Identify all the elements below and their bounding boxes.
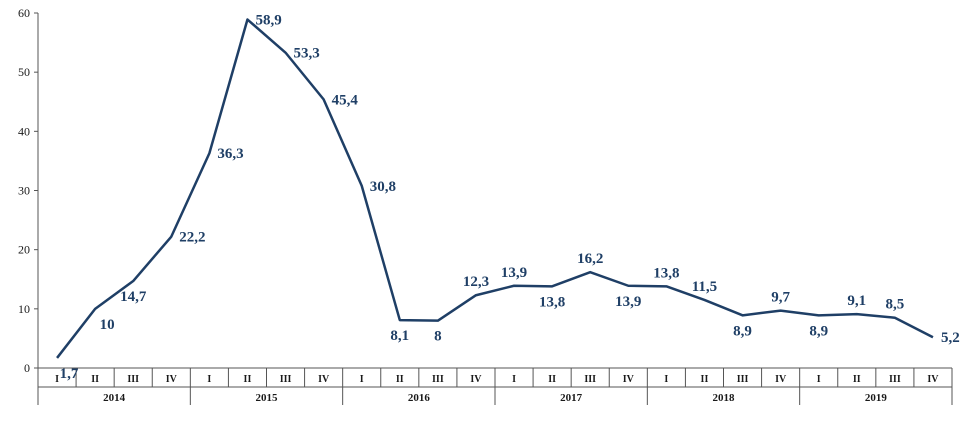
data-label: 53,3 bbox=[294, 46, 320, 62]
x-tick-label-quarter: III bbox=[584, 374, 596, 385]
data-label: 22,2 bbox=[179, 230, 205, 246]
data-label: 16,2 bbox=[577, 251, 603, 267]
x-tick-label-quarter: II bbox=[396, 374, 404, 385]
x-tick-label-year: 2019 bbox=[865, 392, 888, 404]
x-tick-label-quarter: I bbox=[207, 374, 211, 385]
x-tick-label-year: 2016 bbox=[408, 392, 431, 404]
x-tick-label-quarter: III bbox=[432, 374, 444, 385]
x-tick-label-quarter: I bbox=[664, 374, 668, 385]
data-label: 5,2 bbox=[941, 330, 960, 346]
x-tick-label-quarter: I bbox=[512, 374, 516, 385]
x-tick-label-quarter: II bbox=[701, 374, 709, 385]
data-label: 58,9 bbox=[255, 13, 281, 29]
data-label: 8,9 bbox=[733, 323, 752, 339]
x-tick-label-quarter: IV bbox=[470, 374, 482, 385]
x-tick-label-year: 2015 bbox=[256, 392, 279, 404]
data-label: 10 bbox=[100, 317, 115, 333]
x-tick-label-quarter: II bbox=[548, 374, 556, 385]
data-label: 11,5 bbox=[692, 279, 717, 295]
x-tick-label-year: 2017 bbox=[560, 392, 583, 404]
data-label: 36,3 bbox=[217, 146, 243, 162]
y-tick-label: 60 bbox=[18, 6, 30, 20]
data-label: 12,3 bbox=[463, 274, 489, 290]
x-tick-label-quarter: II bbox=[244, 374, 252, 385]
x-tick-label-quarter: I bbox=[360, 374, 364, 385]
x-tick-label-quarter: IV bbox=[318, 374, 330, 385]
y-tick-label: 0 bbox=[24, 361, 30, 375]
data-label: 9,1 bbox=[847, 293, 866, 309]
x-tick-label-quarter: III bbox=[889, 374, 901, 385]
data-label: 13,9 bbox=[501, 265, 527, 281]
x-tick-label-quarter: IV bbox=[623, 374, 635, 385]
data-label: 13,9 bbox=[615, 294, 641, 310]
y-tick-label: 10 bbox=[18, 302, 30, 316]
y-tick-label: 40 bbox=[18, 124, 30, 138]
y-tick-label: 50 bbox=[18, 65, 30, 79]
y-tick-label: 20 bbox=[18, 243, 30, 257]
x-tick-label-quarter: II bbox=[853, 374, 861, 385]
data-label: 8,1 bbox=[390, 328, 409, 344]
data-label: 8,5 bbox=[886, 297, 905, 313]
series-line bbox=[56, 18, 934, 359]
x-tick-label-quarter: I bbox=[817, 374, 821, 385]
data-label: 8 bbox=[434, 329, 442, 345]
x-tick-label-year: 2018 bbox=[713, 392, 736, 404]
x-tick-label-quarter: II bbox=[91, 374, 99, 385]
data-label: 45,4 bbox=[332, 92, 359, 108]
x-tick-label-quarter: IV bbox=[166, 374, 178, 385]
x-tick-label-quarter: III bbox=[737, 374, 749, 385]
x-tick-label-quarter: IV bbox=[927, 374, 939, 385]
x-tick-label-quarter: III bbox=[127, 374, 139, 385]
data-label: 1,7 bbox=[60, 366, 79, 382]
x-tick-label-quarter: I bbox=[55, 374, 59, 385]
data-label: 13,8 bbox=[653, 265, 679, 281]
x-tick-label-quarter: III bbox=[280, 374, 292, 385]
data-label: 30,8 bbox=[370, 179, 396, 195]
x-tick-label-year: 2014 bbox=[103, 392, 126, 404]
data-label: 13,8 bbox=[539, 294, 565, 310]
y-tick-label: 30 bbox=[18, 184, 30, 198]
data-label: 8,9 bbox=[809, 323, 828, 339]
data-label: 14,7 bbox=[120, 289, 147, 305]
x-tick-label-quarter: IV bbox=[775, 374, 787, 385]
data-label: 9,7 bbox=[771, 290, 790, 306]
